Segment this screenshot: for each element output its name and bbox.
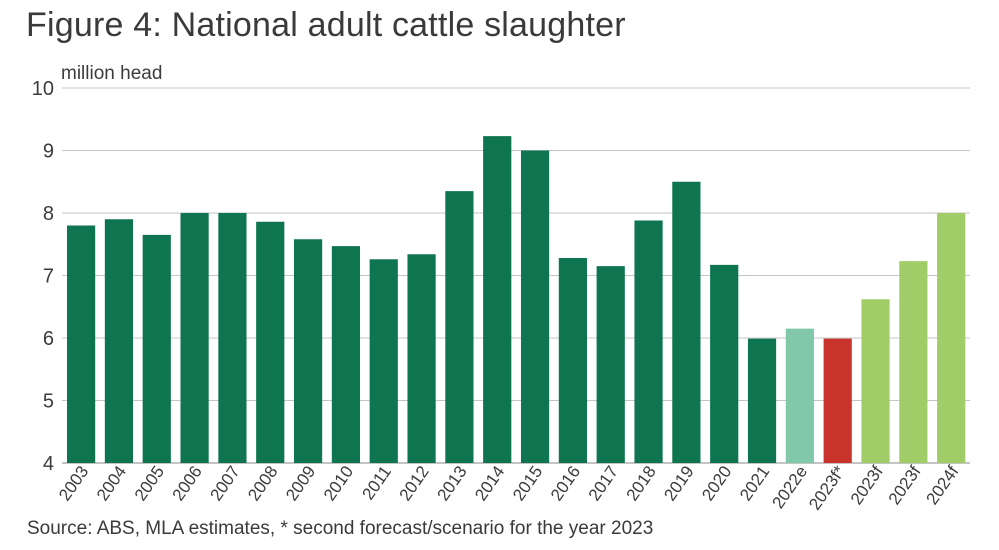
y-tick-label: 5: [43, 391, 54, 413]
bar-2005: [142, 234, 171, 463]
bar-2024f: [937, 213, 966, 463]
bar-2019: [672, 181, 701, 463]
y-tick-label: 4: [43, 453, 54, 475]
bar-2018: [634, 220, 663, 463]
y-axis-ticks: 4 5 6 7 8 9 10: [32, 78, 54, 475]
source-note: Source: ABS, MLA estimates, * second for…: [27, 518, 654, 539]
bar-2015: [520, 150, 550, 463]
bar-2004: [104, 219, 134, 463]
x-tick-label: 2006: [169, 462, 206, 504]
bar-2003: [67, 225, 96, 463]
x-axis-ticks: 2003 2004 2005 2006 2007 2008 2009 2010 2011 2012…: [55, 462, 963, 513]
x-tick-label: 2008: [244, 462, 281, 504]
bars: [67, 136, 966, 463]
x-tick-label: 2017: [585, 462, 622, 504]
bar-2012: [407, 254, 436, 463]
bar-2014: [483, 136, 512, 463]
gridlines: [62, 87, 970, 464]
bar-2023f*: [823, 338, 852, 463]
x-tick-label: 2004: [93, 462, 130, 504]
bar-2007: [218, 213, 247, 463]
x-tick-label: 2020: [698, 462, 735, 504]
x-tick-label: 2010: [320, 462, 357, 504]
x-tick-label: 2019: [660, 462, 697, 504]
bar-2022e: [785, 328, 814, 463]
chart-title: Figure 4: National adult cattle slaughte…: [26, 6, 626, 44]
x-tick-label: 2015: [509, 462, 546, 504]
x-tick-label: 2003: [55, 462, 92, 504]
y-tick-label: 6: [43, 328, 54, 350]
bar-2013: [445, 191, 474, 463]
x-tick-label: 2024f: [922, 462, 962, 508]
bar-2009: [293, 239, 323, 463]
x-tick-label: 2005: [131, 462, 168, 504]
y-axis-label: million head: [61, 63, 162, 84]
x-tick-label: 2023f: [847, 462, 887, 508]
x-tick-label: 2021: [736, 462, 773, 504]
y-tick-label: 8: [43, 203, 54, 225]
x-tick-label: 2011: [358, 462, 395, 503]
y-tick-label: 9: [43, 141, 54, 163]
bar-2023f: [861, 299, 890, 463]
x-tick-label: 2012: [396, 462, 433, 504]
bar-2008: [256, 221, 285, 463]
x-tick-label: 2016: [547, 462, 584, 504]
bar-2017: [596, 266, 625, 463]
x-tick-label: 2013: [433, 462, 470, 504]
x-tick-label: 2023f: [885, 462, 925, 508]
x-tick-label: 2018: [623, 462, 660, 504]
x-tick-label: 2007: [206, 462, 243, 504]
y-tick-label: 10: [32, 78, 54, 100]
x-tick-label: 2022e: [768, 462, 811, 512]
bar-2016: [558, 258, 587, 463]
x-tick-label: 2009: [282, 462, 319, 504]
bar-2006: [180, 213, 209, 463]
x-tick-label: 2023f*: [805, 462, 849, 513]
bar-2010: [331, 246, 361, 463]
bar-2023f: [899, 261, 928, 463]
bar-2020: [710, 264, 739, 463]
bar-2021: [747, 338, 777, 463]
bar-2011: [369, 259, 398, 463]
y-tick-label: 7: [43, 266, 54, 288]
x-tick-label: 2014: [471, 462, 508, 504]
